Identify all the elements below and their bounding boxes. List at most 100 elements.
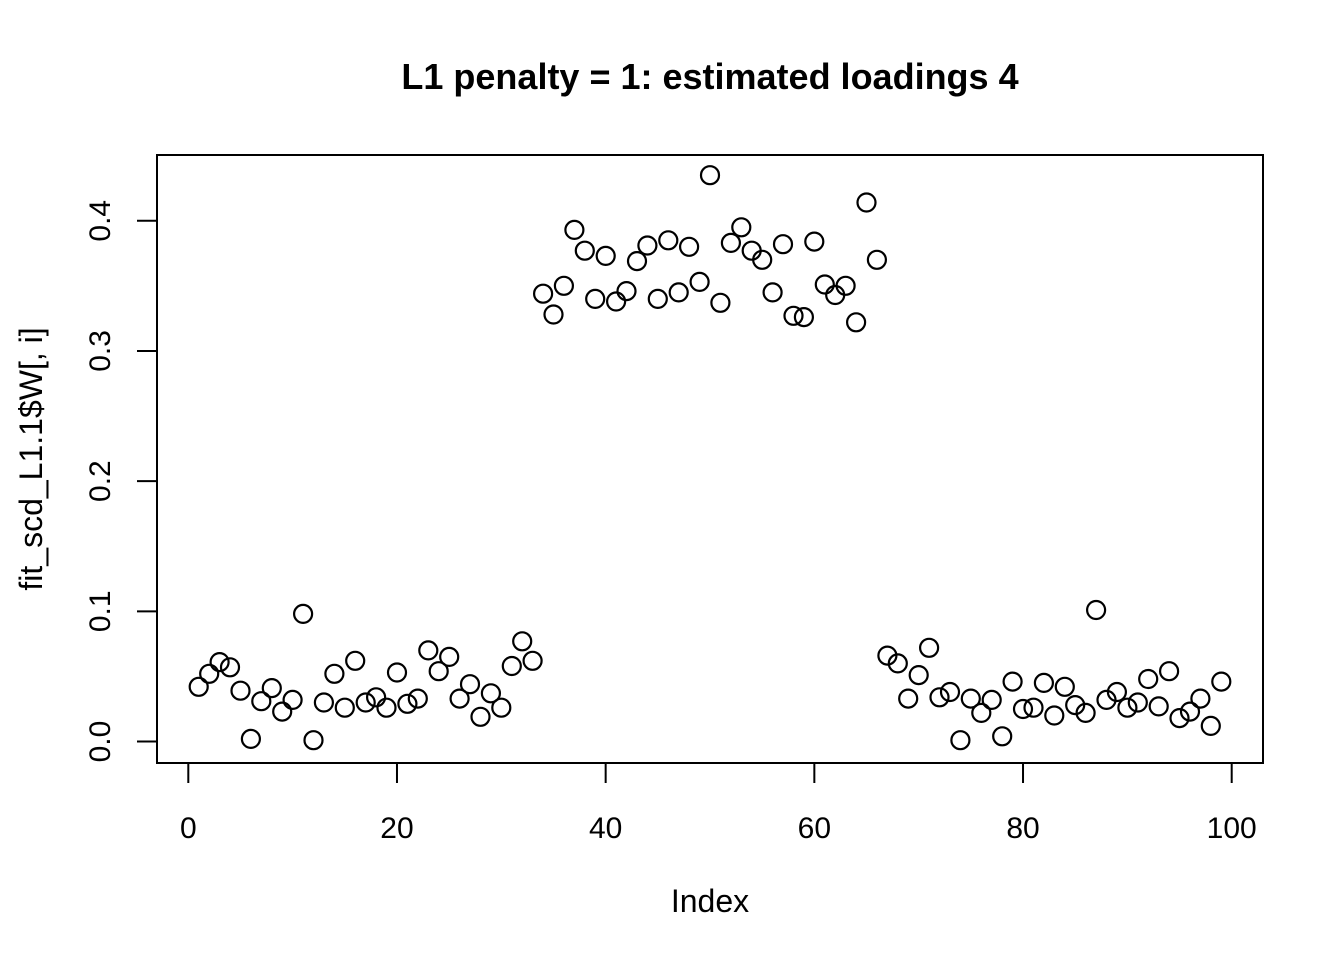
data-point [1158,661,1180,682]
data-point [668,282,689,303]
y-axis: 0.0 0.1 0.2 0.3 0.4 [84,200,157,762]
data-point [731,217,752,238]
data-point [960,688,981,709]
data-point [971,702,992,724]
x-tick-label: 20 [380,812,413,845]
data-point [480,683,501,704]
data-point [397,693,418,714]
data-point [637,235,658,256]
data-point [470,706,491,727]
data-point [240,728,261,750]
data-point [303,730,324,751]
data-point [574,240,595,261]
data-point [1044,705,1065,726]
data-point [1211,671,1232,692]
data-point [1012,698,1034,720]
y-tick-label: 0.2 [84,460,117,502]
data-point [261,677,282,699]
x-tick-label: 60 [798,812,831,845]
data-point [1075,702,1096,724]
data-point [272,701,293,722]
data-point [345,650,366,671]
data-point [699,165,721,186]
data-point [595,245,616,266]
data-point [564,219,585,240]
y-tick-label: 0.4 [84,200,117,242]
data-point [658,230,679,251]
data-point [585,288,606,309]
data-point [459,674,481,695]
data-point [1169,707,1190,729]
plot-frame [156,154,1264,764]
chart-title: L1 penalty = 1: estimated loadings 4 [401,56,1018,97]
data-point [1138,668,1159,690]
data-point [449,688,470,709]
data-point [1190,688,1211,709]
data-point [762,282,783,303]
x-tick-label: 80 [1006,812,1039,845]
data-point [293,603,314,625]
data-point [491,697,512,718]
y-axis-label: fit_scd_L1.1$W[, i] [13,327,49,590]
data-point [647,288,668,309]
data-point [1054,676,1075,697]
x-tick-label: 40 [589,812,622,845]
data-point [1179,701,1201,722]
data-point [1106,681,1128,703]
data-point [605,291,627,312]
data-point [981,689,1002,711]
data-point [313,692,334,713]
data-point [355,692,376,713]
data-point [866,249,888,270]
data-point [1085,599,1107,621]
x-tick-label: 0 [180,812,197,845]
data-point [230,680,251,701]
data-point [1117,697,1138,718]
data-point [376,697,397,718]
data-point [407,688,428,709]
data-point [532,283,554,304]
data-point [835,275,856,296]
data-point [689,271,710,292]
data-point [366,687,387,708]
data-point [501,655,522,677]
x-axis-label: Index [671,883,749,919]
data-point [553,275,575,296]
data-point [512,631,533,652]
data-point [324,663,345,684]
data-point [1200,715,1221,737]
data-point [783,305,804,326]
data-point [282,689,303,711]
data-point [710,292,731,313]
data-point [251,691,272,712]
data-point [678,236,700,257]
data-point [219,657,241,678]
data-point [1033,672,1055,694]
data-point [720,232,742,253]
data-point [887,653,908,674]
data-point [939,681,961,703]
data-point [543,304,564,325]
data-point [929,687,950,708]
data-points [188,165,1232,751]
data-point [626,251,648,272]
data-point [992,726,1013,747]
data-point [1127,692,1148,713]
data-point [439,646,460,668]
data-point [793,307,815,328]
data-point [918,637,940,658]
data-point [752,249,773,270]
data-point [898,688,919,709]
data-point [856,192,877,213]
data-point [418,640,439,661]
data-point [1023,697,1044,718]
data-point [209,651,230,673]
data-point [522,650,543,671]
x-axis: 0 20 40 60 80 100 [180,763,1257,845]
y-tick-label: 0.0 [84,721,117,763]
data-point [908,664,929,686]
data-point [428,661,449,682]
data-point [386,662,408,683]
